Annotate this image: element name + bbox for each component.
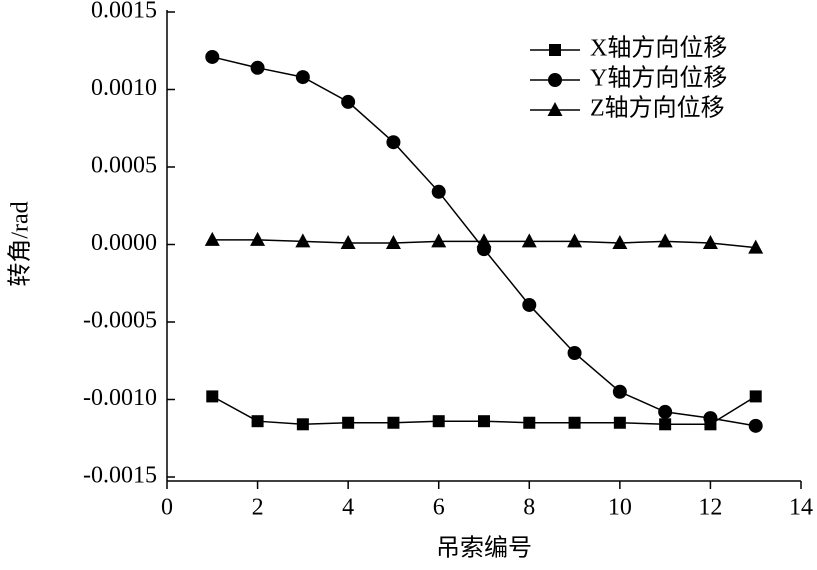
marker-triangle <box>521 233 537 248</box>
x-tick-label: 8 <box>523 495 535 521</box>
marker-circle <box>748 418 763 433</box>
marker-triangle <box>702 234 718 249</box>
marker-triangle <box>385 234 401 249</box>
x-tick-label: 2 <box>252 495 264 521</box>
y-tick-label: -0.0005 <box>83 308 157 334</box>
marker-triangle <box>612 234 628 249</box>
marker-circle <box>703 411 718 426</box>
marker-triangle <box>476 233 492 248</box>
legend-label: Z轴方向位移 <box>590 95 725 122</box>
marker-square <box>342 416 355 429</box>
marker-circle <box>548 73 562 87</box>
y-axis-title: 转角/rad <box>7 201 34 286</box>
marker-triangle <box>567 233 583 248</box>
legend-label: Y轴方向位移 <box>590 65 727 92</box>
legend-label: X轴方向位移 <box>590 35 727 62</box>
marker-circle <box>612 384 627 399</box>
y-tick-label: 0.0010 <box>91 75 157 101</box>
x-tick-label: 0 <box>161 495 173 521</box>
y-tick-label: 0.0000 <box>91 230 157 256</box>
marker-triangle <box>547 102 563 116</box>
marker-triangle <box>340 234 356 249</box>
marker-circle <box>658 404 673 419</box>
y-tick-label: 0.0015 <box>91 0 157 24</box>
y-tick-label: -0.0010 <box>83 385 157 411</box>
y-tick-label: -0.0015 <box>83 463 157 489</box>
marker-square <box>206 390 219 403</box>
marker-triangle <box>204 231 220 246</box>
marker-circle <box>250 60 265 75</box>
marker-triangle <box>748 239 764 254</box>
marker-circle <box>522 297 537 312</box>
marker-square <box>296 418 309 431</box>
marker-triangle <box>295 233 311 248</box>
x-tick-label: 4 <box>342 495 354 521</box>
marker-circle <box>567 346 582 360</box>
x-tick-label: 6 <box>433 495 445 521</box>
marker-square <box>387 416 400 429</box>
x-tick-label: 10 <box>608 495 632 521</box>
marker-triangle <box>431 233 447 248</box>
marker-square <box>251 415 264 428</box>
marker-square <box>568 416 581 429</box>
x-axis-title: 吊索编号 <box>436 535 532 562</box>
marker-triangle <box>657 233 673 248</box>
marker-square <box>659 418 672 431</box>
marker-square <box>749 390 762 403</box>
y-tick-label: 0.0005 <box>91 153 157 179</box>
marker-circle <box>431 184 446 199</box>
marker-square <box>549 44 561 56</box>
marker-square <box>432 415 445 428</box>
marker-circle <box>341 94 356 109</box>
marker-circle <box>295 70 310 85</box>
marker-square <box>478 415 490 428</box>
marker-circle <box>386 135 401 150</box>
marker-triangle <box>250 231 266 246</box>
x-tick-label: 14 <box>789 495 813 521</box>
x-tick-label: 12 <box>698 495 722 521</box>
marker-circle <box>205 49 220 64</box>
marker-square <box>613 416 626 429</box>
marker-square <box>523 416 536 429</box>
